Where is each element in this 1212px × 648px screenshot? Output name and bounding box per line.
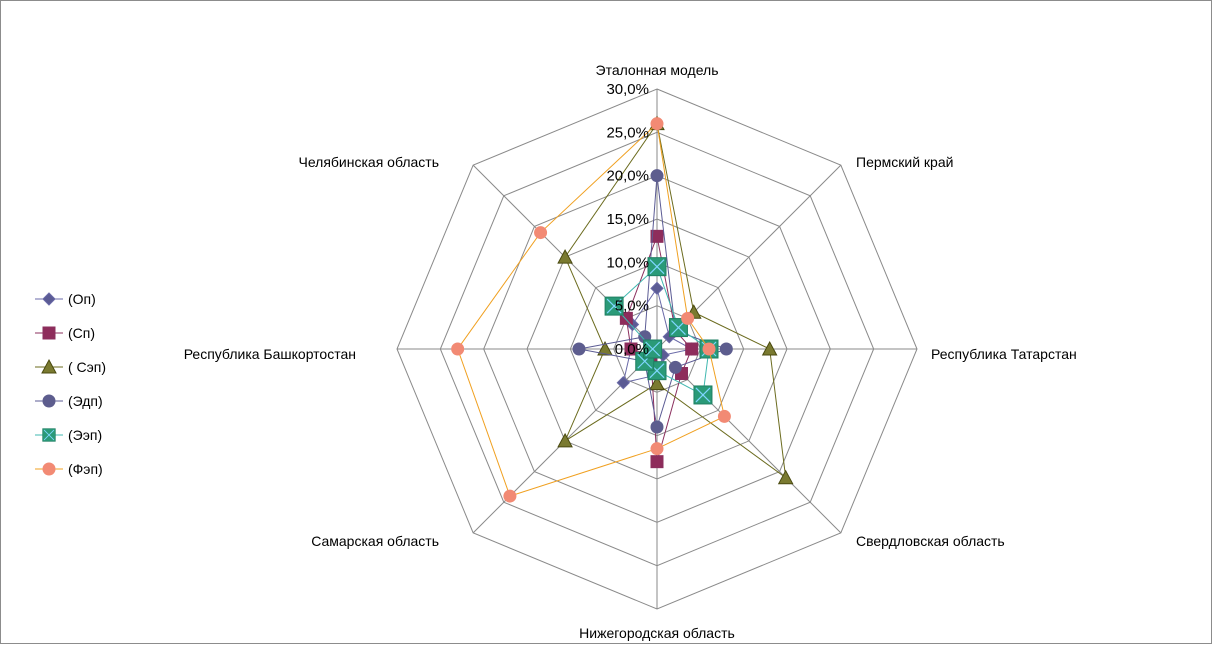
data-point-6-2: [681, 311, 695, 325]
data-point-4-5: [650, 420, 664, 434]
data-point-3-3: [761, 340, 778, 356]
series-6: [451, 117, 731, 503]
data-point-2-3: [685, 342, 699, 356]
tick-label: 20,0%: [606, 168, 649, 185]
legend: (Оп) (Сп) ( Сэп) (Эдп) (Ээп) (Фэп): [35, 291, 106, 477]
tick-label: 30,0%: [606, 81, 649, 98]
tick-label: 5,0%: [615, 298, 649, 315]
data-point-4-7: [572, 342, 586, 356]
legend-item: (Эдп): [35, 393, 103, 409]
series-layer: [451, 115, 794, 503]
legend-label: ( Сэп): [68, 359, 106, 375]
data-point-6-5: [650, 442, 664, 456]
data-point-6-3: [702, 342, 716, 356]
category-label: Республика Татарстан: [931, 346, 1077, 362]
data-point-1-6: [616, 375, 631, 390]
series-5: [604, 257, 719, 405]
category-label: Республика Башкортостан: [184, 346, 356, 362]
category-labels: Эталонная модель Пермский край Республика …: [184, 62, 1077, 641]
data-point-6-7: [451, 342, 465, 356]
category-label: Челябинская область: [299, 154, 440, 170]
data-point-5-1: [647, 257, 667, 277]
data-point-5-7: [643, 339, 663, 359]
legend-marker: [42, 428, 56, 442]
tick-label: 15,0%: [606, 211, 649, 228]
data-point-6-1: [650, 117, 664, 131]
legend-label: (Фэп): [68, 461, 103, 477]
data-point-3-7: [597, 340, 613, 356]
data-point-1-1: [650, 281, 664, 296]
legend-marker: [42, 462, 56, 476]
legend-marker: [42, 394, 56, 408]
tick-label: 0,0%: [615, 341, 649, 358]
tick-label: 10,0%: [606, 254, 649, 271]
data-point-4-3: [719, 342, 733, 356]
category-label: Эталонная модель: [596, 62, 719, 78]
data-point-4-4: [668, 360, 682, 374]
data-point-2-7: [624, 342, 638, 356]
legend-marker: [42, 326, 56, 340]
legend-marker: [41, 358, 57, 374]
data-point-3-6: [557, 432, 573, 448]
legend-label: (Ээп): [68, 427, 102, 443]
legend-item: ( Сэп): [35, 358, 106, 375]
legend-label: (Оп): [68, 291, 96, 307]
legend-item: (Фэп): [35, 461, 103, 477]
data-point-2-5: [650, 455, 664, 469]
tick-label: 25,0%: [606, 124, 649, 141]
data-point-4-1: [650, 169, 664, 183]
category-label: Самарская область: [311, 533, 439, 549]
category-label: Нижегородская область: [579, 625, 735, 641]
series-3: [557, 115, 794, 485]
data-point-5-8: [604, 296, 624, 316]
data-point-6-4: [717, 409, 731, 423]
legend-item: (Оп): [35, 291, 96, 307]
data-point-5-4: [693, 385, 713, 405]
data-point-2-1: [650, 229, 664, 243]
legend-label: (Эдп): [68, 393, 103, 409]
data-point-5-2: [668, 318, 688, 338]
legend-item: (Сп): [35, 325, 95, 341]
legend-label: (Сп): [68, 325, 95, 341]
data-point-6-6: [503, 489, 517, 503]
radial-tick-labels: 0,0% 5,0% 10,0% 15,0% 20,0% 25,0% 30,0%: [606, 81, 649, 358]
series-line-3: [563, 122, 787, 479]
series-line-6: [457, 122, 725, 497]
data-point-3-4: [777, 469, 794, 485]
legend-marker: [42, 292, 56, 306]
data-point-3-5: [649, 375, 665, 391]
data-point-6-8: [534, 226, 548, 240]
data-point-3-8: [557, 249, 573, 264]
legend-item: (Ээп): [35, 427, 102, 443]
category-label: Свердловская область: [856, 533, 1005, 549]
category-label: Пермский край: [856, 154, 953, 170]
